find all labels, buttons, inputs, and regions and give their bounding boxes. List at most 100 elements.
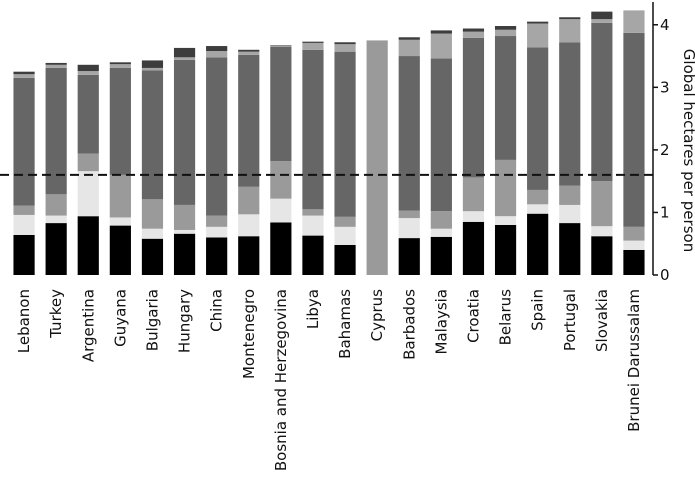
bar-segment xyxy=(430,236,452,275)
bar-segment xyxy=(206,46,228,52)
y-tick-label: 3 xyxy=(660,78,670,96)
bar-segment xyxy=(206,51,228,58)
bar-segment xyxy=(270,222,292,275)
bar-segment xyxy=(302,41,324,43)
bar-segment xyxy=(77,74,99,154)
bar-segment xyxy=(398,56,420,211)
bar-segment xyxy=(623,226,645,241)
bar-segment xyxy=(206,226,228,238)
bar-segment xyxy=(173,47,196,58)
category-label: Slovakia xyxy=(593,289,611,352)
bar-segment xyxy=(270,45,292,47)
category-label: Libya xyxy=(304,289,322,329)
category-label: Malaysia xyxy=(432,289,450,355)
category-label: Brunei Darussalam xyxy=(625,289,643,432)
category-label: Portugal xyxy=(561,289,579,351)
bar-segment xyxy=(238,186,260,215)
bar-segment xyxy=(270,46,292,47)
category-label: Cyprus xyxy=(368,289,386,342)
y-axis: 0 1 2 3 4 xyxy=(652,2,670,284)
bar-segment xyxy=(238,49,260,52)
bar-segment xyxy=(527,23,549,48)
bar-segment xyxy=(13,234,35,275)
bar-segment xyxy=(559,185,581,205)
bar-segment xyxy=(527,213,549,275)
bar-segment xyxy=(559,42,581,186)
bar-segment xyxy=(141,67,164,71)
bar-segment xyxy=(109,62,131,65)
bar-segment xyxy=(527,189,549,205)
bar-segment xyxy=(430,30,452,34)
category-label: Belarus xyxy=(497,289,515,346)
y-tick-label: 1 xyxy=(660,203,670,221)
bar-segment xyxy=(77,64,99,72)
bar-segment xyxy=(430,33,452,59)
bar-segment xyxy=(494,159,517,217)
bar-segment xyxy=(141,238,164,275)
bar-segment xyxy=(45,194,67,216)
bar-segment xyxy=(591,236,613,275)
bar-segment xyxy=(238,51,260,55)
category-labels: Lebanon Turkey Argentina Guyana Bulgaria Hung… xyxy=(15,289,643,471)
bar-segment xyxy=(398,238,420,275)
bar-segment xyxy=(302,235,324,275)
bar-segment xyxy=(173,233,196,275)
bar-segment xyxy=(173,57,196,60)
bar-segment xyxy=(623,249,645,275)
category-label: Bahamas xyxy=(336,289,354,359)
bar-segment xyxy=(398,210,420,219)
bar-segment xyxy=(462,37,485,178)
bar-segment xyxy=(13,214,35,235)
bar-segment xyxy=(302,209,324,216)
bar-segment xyxy=(494,29,517,37)
bar-segment xyxy=(302,42,324,50)
bar-segment xyxy=(591,19,613,23)
bar-segment xyxy=(109,67,131,175)
category-label: Montenegro xyxy=(240,289,258,379)
bar-segment xyxy=(494,216,517,225)
bar-segment xyxy=(13,77,35,206)
bar-segment xyxy=(45,223,67,275)
bar-segment xyxy=(334,226,356,245)
y-axis-title: Global hectares per person xyxy=(680,49,695,252)
bar-segment xyxy=(334,244,356,275)
bar-segment xyxy=(270,46,292,162)
bar-segment xyxy=(462,177,485,212)
bar-segment xyxy=(173,204,196,230)
bar-segment xyxy=(591,11,613,20)
y-tick-label: 4 xyxy=(660,16,670,34)
bar-segment xyxy=(334,216,356,227)
bar-segment xyxy=(462,211,485,222)
bar-segment xyxy=(527,47,549,190)
bar-segment xyxy=(206,57,228,216)
bar-segment xyxy=(591,181,613,227)
category-label: China xyxy=(208,289,226,332)
bar-segment xyxy=(591,226,613,237)
bar-segment xyxy=(462,31,485,38)
bar-segment xyxy=(173,229,196,234)
bar-segment xyxy=(45,62,67,65)
bar-segment xyxy=(141,228,164,239)
bar-segment xyxy=(302,215,324,236)
bar-segment xyxy=(109,174,131,218)
bar-segment xyxy=(45,64,67,68)
category-label: Barbados xyxy=(400,289,418,360)
bar-segment xyxy=(559,204,581,224)
bar-segment xyxy=(109,217,131,226)
y-tick-label: 2 xyxy=(660,141,670,159)
bar-segment xyxy=(430,58,452,212)
bar-segment xyxy=(77,171,99,217)
bar-segment xyxy=(334,42,356,45)
bar-segment xyxy=(494,224,517,275)
bar-segment xyxy=(206,215,228,227)
bar-segment xyxy=(45,215,67,224)
category-label: Hungary xyxy=(176,289,194,353)
bar-segment xyxy=(238,236,260,275)
category-label: Bulgaria xyxy=(143,289,161,351)
category-label: Turkey xyxy=(47,289,65,339)
category-label: Croatia xyxy=(464,289,482,343)
bar-segment xyxy=(559,19,581,43)
bar-segment xyxy=(77,71,99,75)
bar-segment xyxy=(398,39,420,57)
bar-segment xyxy=(623,240,645,250)
